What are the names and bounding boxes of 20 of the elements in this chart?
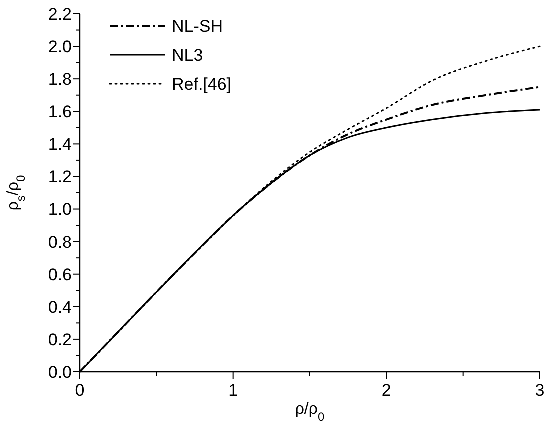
y-tick-label: 1.8 [48, 70, 72, 90]
y-tick-label: 1.0 [48, 200, 72, 220]
y-tick-label: 0.6 [48, 265, 72, 284]
legend-label: Ref.[46] [172, 74, 232, 94]
legend-label: NL3 [172, 46, 204, 65]
x-tick-label: 0 [75, 381, 85, 400]
y-tick-label: 1.2 [48, 168, 72, 187]
y-tick-label: 0.8 [48, 232, 72, 252]
y-tick-label: 0.0 [48, 362, 72, 382]
y-tick-label: 2.0 [48, 37, 72, 56]
x-tick-label: 1 [228, 381, 238, 400]
y-tick-label: 2.2 [48, 4, 72, 24]
y-tick-label: 0.4 [48, 298, 72, 317]
y-tick-label: 1.4 [48, 135, 72, 154]
y-tick-label: 0.2 [48, 330, 72, 350]
x-axis-title: ρ/ρ$_{0}$ [295, 401, 325, 424]
y-tick-label: 1.6 [48, 102, 72, 122]
x-tick-label: 2 [382, 381, 392, 400]
legend-label: NL-SH [172, 16, 224, 36]
x-tick-label: 3 [535, 381, 545, 400]
